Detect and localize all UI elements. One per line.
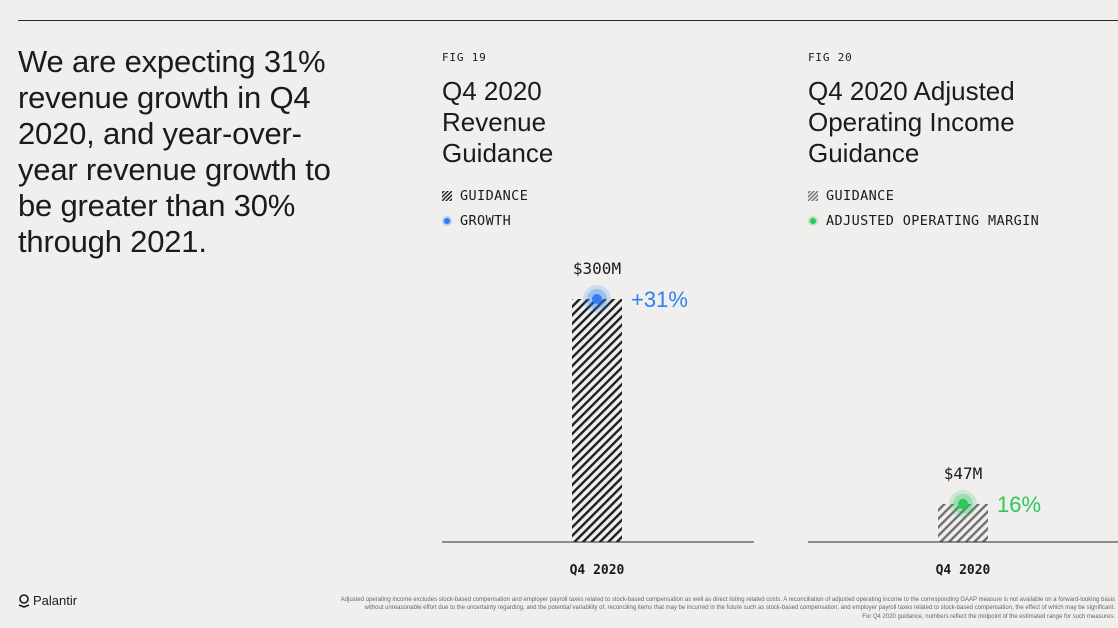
fig-19-legend: GUIDANCE GROWTH <box>442 183 528 233</box>
fig-20-label: FIG 20 <box>808 51 853 64</box>
hatch-swatch-icon <box>442 190 452 201</box>
x-tick-label: Q4 2020 <box>570 563 625 578</box>
bar-q4-2020 <box>938 503 988 542</box>
headline: We are expecting 31% revenue growth in Q… <box>18 44 331 259</box>
palantir-logo: Palantir <box>18 593 77 608</box>
green-dot-icon <box>808 215 818 226</box>
legend-label: GUIDANCE <box>826 187 895 204</box>
legend-label: GROWTH <box>460 212 512 229</box>
bar-q4-2020 <box>572 299 622 542</box>
fig-20-title: Q4 2020 Adjusted Operating Income Guidan… <box>808 76 1108 169</box>
legend-item-adjusted-operating-margin: ADJUSTED OPERATING MARGIN <box>808 208 1039 233</box>
marker-dot <box>592 294 602 304</box>
palantir-ring-icon <box>18 593 30 608</box>
fig-19-label: FIG 19 <box>442 51 487 64</box>
footnote-line: without unreasonable effort due to the u… <box>364 605 1115 612</box>
legend-label: ADJUSTED OPERATING MARGIN <box>826 212 1040 229</box>
fig-19-title: Q4 2020 Revenue Guidance <box>442 76 742 169</box>
revenue-guidance-chart: $300M +31% Q4 2020 <box>442 259 754 578</box>
legend-item-guidance: GUIDANCE <box>442 183 528 208</box>
fig-20-title-line: Operating Income <box>808 107 1015 137</box>
top-divider <box>18 20 1118 21</box>
hatch-swatch-icon <box>808 190 818 201</box>
logo-text: Palantir <box>33 593 78 608</box>
bar-value-label: $300M <box>573 259 621 278</box>
fig-19-title-line: Revenue <box>442 107 547 137</box>
fig-20-title-line: Guidance <box>808 138 920 168</box>
fig-19-title-line: Guidance <box>442 138 554 168</box>
marker-label: 16% <box>997 492 1041 517</box>
marker-dot <box>958 498 968 509</box>
footnote-line: Adjusted operating income excludes stock… <box>340 597 1115 603</box>
legend-item-growth: GROWTH <box>442 208 528 233</box>
marker-label: +31% <box>631 287 688 312</box>
legend-label: GUIDANCE <box>460 187 529 204</box>
fig-20-title-line: Q4 2020 Adjusted <box>808 76 1015 106</box>
footnote: Adjusted operating income excludes stock… <box>110 596 1115 621</box>
operating-income-guidance-chart: $47M 16% Q4 2020 <box>808 464 1118 578</box>
footnote-line: For Q4 2020 guidance, numbers reflect th… <box>862 613 1115 620</box>
fig-19-title-line: Q4 2020 <box>442 76 542 106</box>
blue-dot-icon <box>442 215 452 226</box>
legend-item-guidance: GUIDANCE <box>808 183 1039 208</box>
bar-value-label: $47M <box>944 464 983 483</box>
x-tick-label: Q4 2020 <box>936 563 991 578</box>
fig-20-legend: GUIDANCE ADJUSTED OPERATING MARGIN <box>808 183 1039 233</box>
